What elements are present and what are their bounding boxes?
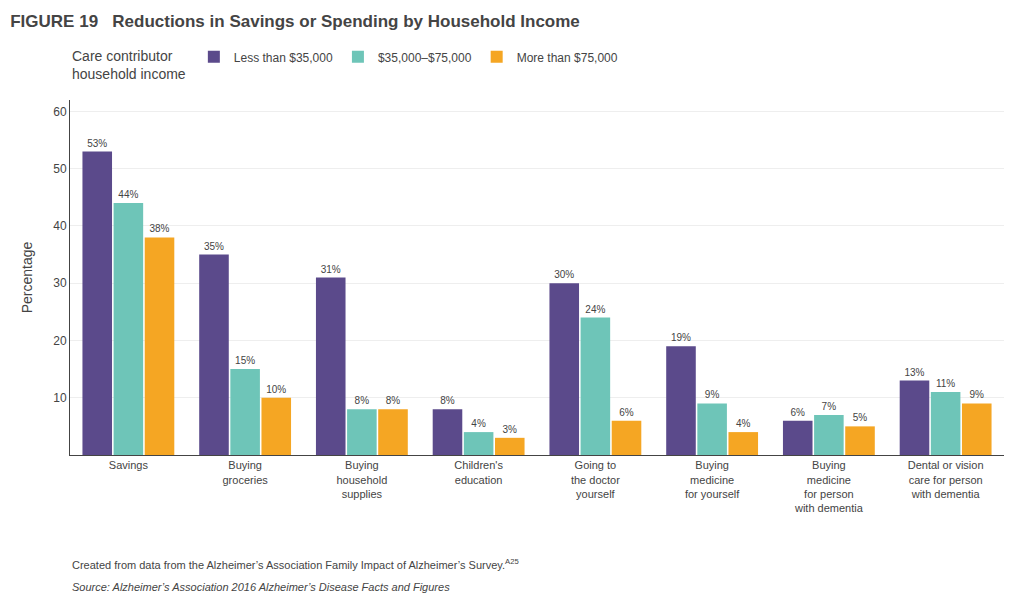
svg-text:Buyinghouseholdsupplies: Buyinghouseholdsupplies <box>336 459 387 500</box>
svg-text:8%: 8% <box>440 395 455 406</box>
svg-text:Buyingmedicinefor yourself: Buyingmedicinefor yourself <box>685 459 740 500</box>
svg-text:More than $75,000: More than $75,000 <box>517 51 618 65</box>
svg-text:4%: 4% <box>471 418 486 429</box>
svg-text:Percentage: Percentage <box>19 241 35 313</box>
svg-text:3%: 3% <box>502 424 517 435</box>
svg-text:50: 50 <box>53 162 67 176</box>
svg-text:Care contributorhousehold inco: Care contributorhousehold income <box>72 48 186 82</box>
svg-text:24%: 24% <box>585 304 605 315</box>
svg-text:8%: 8% <box>355 395 370 406</box>
svg-text:Created from data from the Alz: Created from data from the Alzheimer’s A… <box>72 557 519 571</box>
svg-text:9%: 9% <box>705 389 720 400</box>
svg-text:11%: 11% <box>936 378 955 389</box>
svg-text:30%: 30% <box>554 269 574 280</box>
svg-text:Buyingmedicinefor personwith d: Buyingmedicinefor personwith dementia <box>794 459 864 514</box>
svg-text:7%: 7% <box>822 401 837 412</box>
svg-text:4%: 4% <box>736 418 751 429</box>
svg-text:9%: 9% <box>969 389 984 400</box>
svg-text:38%: 38% <box>149 223 169 234</box>
svg-text:30: 30 <box>53 276 67 290</box>
svg-text:FIGURE 19 Reductions in Savi: FIGURE 19 Reductions in Savings or Spend… <box>10 12 580 31</box>
svg-text:Buyinggroceries: Buyinggroceries <box>223 459 269 485</box>
svg-text:31%: 31% <box>321 264 341 275</box>
svg-text:60: 60 <box>53 105 67 119</box>
svg-text:5%: 5% <box>853 412 868 423</box>
svg-text:8%: 8% <box>386 395 401 406</box>
svg-text:Less than $35,000: Less than $35,000 <box>234 51 333 65</box>
svg-text:13%: 13% <box>904 367 924 378</box>
svg-text:6%: 6% <box>619 407 634 418</box>
svg-text:10: 10 <box>53 391 67 405</box>
svg-text:53%: 53% <box>87 138 107 149</box>
svg-text:Dental or visioncare for perso: Dental or visioncare for personwith deme… <box>908 459 984 500</box>
svg-text:15%: 15% <box>235 355 255 366</box>
svg-text:Going tothe doctoryourself: Going tothe doctoryourself <box>571 459 620 500</box>
svg-text:19%: 19% <box>671 332 691 343</box>
svg-text:35%: 35% <box>204 241 224 252</box>
svg-text:10%: 10% <box>266 384 286 395</box>
svg-text:Source: Alzheimer’s Associatio: Source: Alzheimer’s Association 2016 Alz… <box>72 581 450 593</box>
svg-text:$35,000–$75,000: $35,000–$75,000 <box>378 51 472 65</box>
svg-text:40: 40 <box>53 219 67 233</box>
svg-text:6%: 6% <box>790 407 805 418</box>
svg-text:20: 20 <box>53 334 67 348</box>
svg-text:Children'seducation: Children'seducation <box>454 459 503 485</box>
svg-text:44%: 44% <box>118 189 138 200</box>
svg-text:Savings: Savings <box>109 459 149 471</box>
